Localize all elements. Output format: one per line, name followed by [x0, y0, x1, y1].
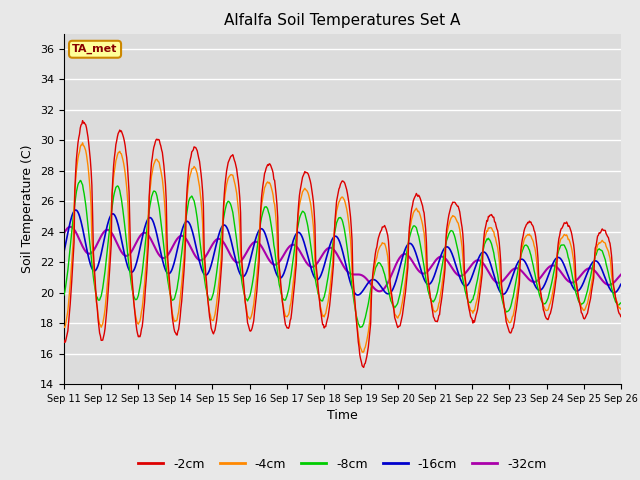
Legend: -2cm, -4cm, -8cm, -16cm, -32cm: -2cm, -4cm, -8cm, -16cm, -32cm: [133, 453, 552, 476]
X-axis label: Time: Time: [327, 409, 358, 422]
Text: TA_met: TA_met: [72, 44, 118, 54]
Title: Alfalfa Soil Temperatures Set A: Alfalfa Soil Temperatures Set A: [224, 13, 461, 28]
Y-axis label: Soil Temperature (C): Soil Temperature (C): [22, 144, 35, 273]
